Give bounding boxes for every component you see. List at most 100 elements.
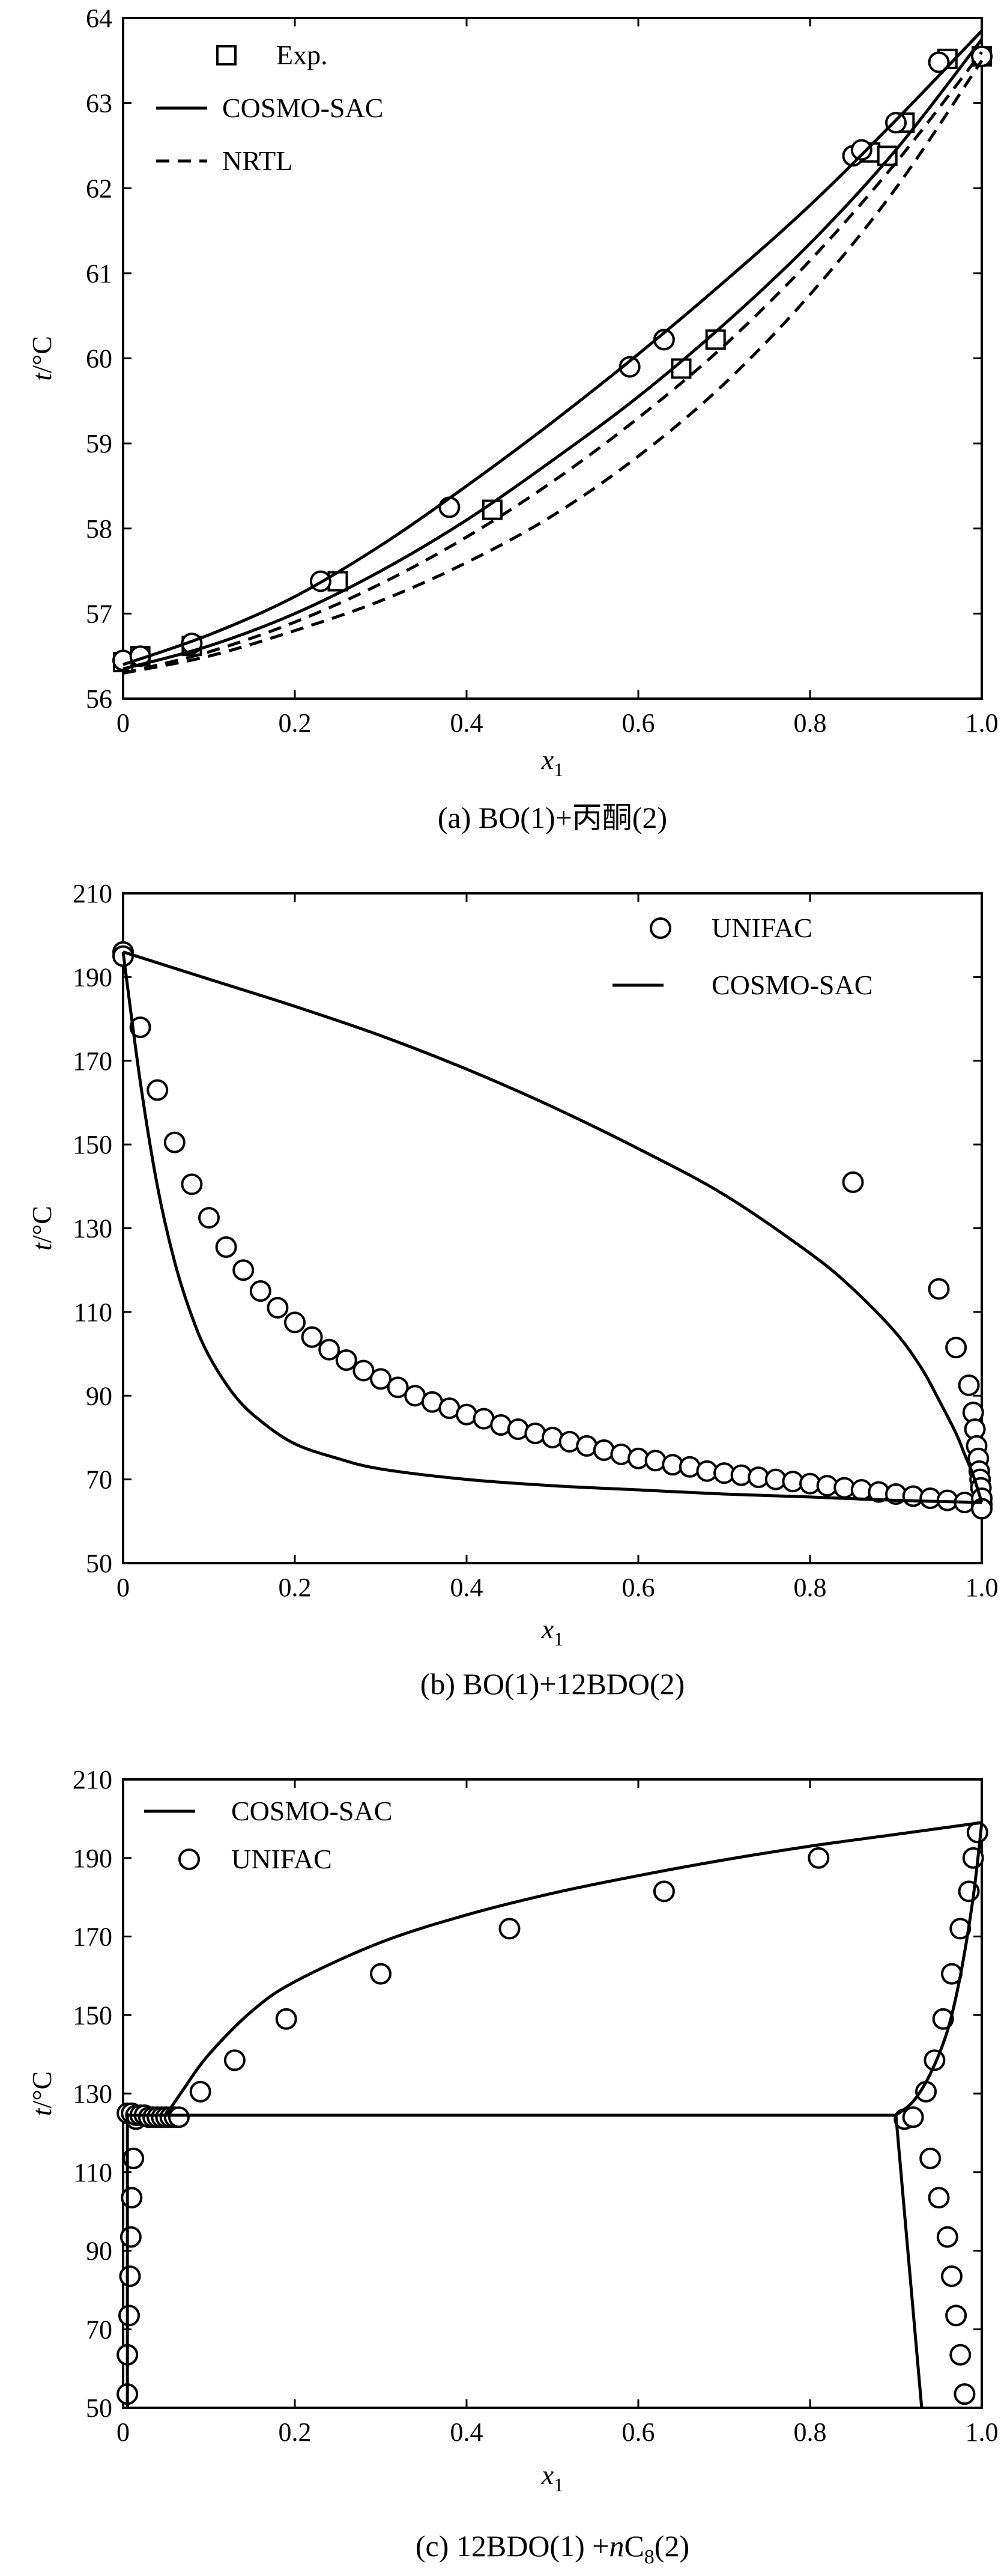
y-tick-label: 61 — [86, 259, 112, 288]
data-point-circle — [936, 2226, 958, 2248]
y-tick-label: 210 — [73, 1765, 112, 1794]
chart-panel-c: 0 0.2 0.4 0.6 0.8 1.0 50 70 90 110 130 150 170 190 210… — [26, 1765, 999, 2568]
legend-label: COSMO-SAC — [222, 93, 383, 123]
x-tick-label: 1.0 — [966, 708, 999, 738]
data-point-circle — [498, 1918, 521, 1940]
x-tick-label: 0.4 — [450, 1573, 483, 1602]
y-tick-label: 150 — [73, 1130, 112, 1159]
data-point-circle — [168, 2106, 190, 2128]
data-point-circle — [119, 2265, 141, 2287]
x-tick-label: 0.4 — [450, 708, 483, 738]
y-tick-label: 62 — [86, 174, 112, 203]
y-tick-label: 170 — [73, 1046, 112, 1076]
legend-marker-square — [216, 45, 237, 65]
y-tick-label: 70 — [86, 2315, 112, 2344]
data-point-circle — [275, 2008, 297, 2030]
x-tick-label: 0.2 — [279, 708, 312, 738]
y-tick-label: 57 — [86, 599, 112, 628]
data-point-circle — [966, 1821, 988, 1844]
data-point-circle — [808, 1847, 830, 1869]
x-tick-label: 0 — [116, 1573, 130, 1602]
panel-caption: (c) 12BDO(1) +nC8(2) — [416, 2529, 689, 2568]
data-point-circle — [438, 496, 461, 518]
data-point-circle — [940, 2265, 963, 2287]
series-line-cosmo-sac — [895, 1822, 984, 2116]
data-point-circle — [928, 2187, 950, 2209]
series-line-cosmo-sac — [165, 1821, 982, 2116]
legend-label: Exp. — [276, 40, 328, 70]
y-tick-label: 110 — [74, 1298, 112, 1327]
data-point-circle — [119, 2226, 142, 2248]
panel-caption: (a) BO(1)+丙酮(2) — [438, 801, 667, 834]
series-line-nrtl — [122, 51, 983, 675]
data-point-circle — [335, 1349, 357, 1372]
y-tick-label: 59 — [86, 429, 112, 458]
chart-panel-b: 0 0.2 0.4 0.6 0.8 1.0 50 70 90 110 130 150 170 190 210… — [26, 879, 999, 1701]
data-point-circle — [223, 2049, 246, 2071]
data-point-circle — [971, 45, 993, 67]
data-point-circle — [370, 1368, 392, 1390]
y-tick-label: 150 — [73, 2000, 112, 2030]
data-point-circle — [215, 1236, 237, 1258]
data-point-circle — [147, 1079, 169, 1101]
series-line-cosmo-sac — [122, 950, 984, 1503]
data-point-circle — [352, 1359, 375, 1382]
data-point-circle — [387, 1376, 409, 1399]
data-point-circle — [189, 2080, 211, 2103]
data-point-circle — [958, 1374, 980, 1396]
y-tick-label: 90 — [86, 1381, 112, 1411]
data-point-circle — [902, 2106, 924, 2128]
legend-label: UNIFAC — [712, 913, 812, 943]
data-point-circle — [618, 356, 641, 378]
data-point-circle — [181, 1173, 203, 1195]
x-tick-label: 0.2 — [279, 1573, 312, 1602]
series-line-cosmo-sac — [122, 38, 983, 670]
legend-label: UNIFAC — [231, 1844, 332, 1874]
data-point-circle — [267, 1296, 289, 1319]
x-axis-label: x1 — [541, 2459, 563, 2496]
x-tick-label: 0.8 — [794, 2417, 827, 2447]
y-tick-label: 58 — [86, 514, 112, 544]
y-tick-label: 210 — [73, 879, 112, 908]
data-point-circle — [249, 1280, 271, 1302]
data-point-circle — [121, 2187, 143, 2209]
legend-marker-circle — [650, 917, 671, 939]
data-point-circle — [919, 2147, 942, 2169]
data-point-circle — [284, 1311, 306, 1334]
data-point-circle — [945, 2304, 967, 2327]
series-line-cosmo-sac — [122, 29, 983, 666]
y-tick-label: 50 — [86, 2393, 112, 2423]
y-tick-label: 56 — [86, 684, 112, 714]
y-axis-label: t/°C — [26, 336, 57, 381]
x-axis-label: x1 — [541, 744, 563, 780]
legend-label: NRTL — [222, 145, 292, 176]
x-tick-label: 0.6 — [622, 1573, 655, 1602]
x-tick-label: 1.0 — [966, 1573, 999, 1602]
y-axis-label: t/°C — [26, 2071, 57, 2116]
y-tick-label: 50 — [86, 1549, 112, 1578]
legend-marker-circle — [178, 1848, 200, 1870]
data-point-circle — [163, 1131, 186, 1153]
x-axis-label: x1 — [541, 1614, 563, 1650]
data-point-square — [877, 145, 898, 166]
y-tick-label: 70 — [86, 1465, 112, 1495]
x-tick-label: 0.8 — [794, 1573, 827, 1602]
chart-panel-a: 0 0.2 0.4 0.6 0.8 1.0 56 57 58 59 60 61 62 63 64 x1 t/°C… — [26, 4, 999, 834]
x-tick-label: 0.6 — [622, 708, 655, 738]
data-point-circle — [318, 1338, 340, 1361]
data-point-circle — [653, 1880, 675, 1903]
y-tick-label: 130 — [73, 1214, 112, 1244]
data-point-circle — [301, 1326, 323, 1348]
y-tick-label: 190 — [73, 1844, 112, 1873]
x-tick-label: 0 — [116, 708, 130, 738]
y-tick-label: 63 — [86, 89, 112, 118]
data-point-circle — [842, 1171, 864, 1193]
series-line-nrtl — [122, 59, 984, 675]
data-point-circle — [198, 1207, 220, 1229]
panel-caption: (b) BO(1)+12BDO(2) — [420, 1667, 685, 1701]
y-tick-label: 90 — [86, 2237, 112, 2266]
y-tick-label: 170 — [73, 1922, 112, 1952]
x-tick-label: 0.2 — [279, 2417, 312, 2447]
data-point-circle — [118, 2304, 141, 2327]
